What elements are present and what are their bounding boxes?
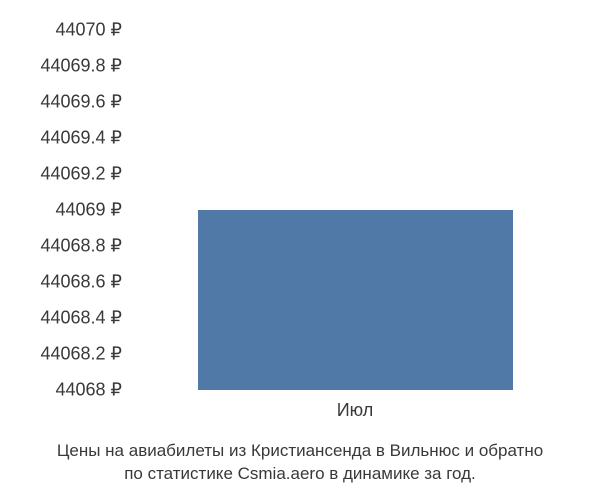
caption-line-2: по статистике Csmia.aero в динамике за г… [124,464,476,483]
plot-area [130,30,580,390]
y-tick-label: 44069.4 ₽ [40,128,122,149]
chart-caption: Цены на авиабилеты из Кристиансенда в Ви… [0,440,600,486]
y-axis: 44070 ₽44069.8 ₽44069.6 ₽44069.4 ₽44069.… [0,30,130,390]
caption-line-1: Цены на авиабилеты из Кристиансенда в Ви… [57,441,543,460]
y-tick-label: 44068.2 ₽ [40,344,122,365]
y-tick-label: 44068.8 ₽ [40,236,122,257]
bar [198,210,513,390]
y-tick-label: 44069 ₽ [55,200,122,221]
y-tick-label: 44068 ₽ [55,380,122,401]
y-tick-label: 44068.4 ₽ [40,308,122,329]
y-tick-label: 44070 ₽ [55,20,122,41]
y-tick-label: 44068.6 ₽ [40,272,122,293]
y-tick-label: 44069.2 ₽ [40,164,122,185]
price-chart: 44070 ₽ 44069.8 ₽ 44069.6 ₽ 44069.4 ₽ 44069.… [0,0,600,500]
x-tick-label: Июл [337,400,374,421]
y-tick-label: 44069.8 ₽ [40,56,122,77]
y-tick-label: 44069.6 ₽ [40,92,122,113]
